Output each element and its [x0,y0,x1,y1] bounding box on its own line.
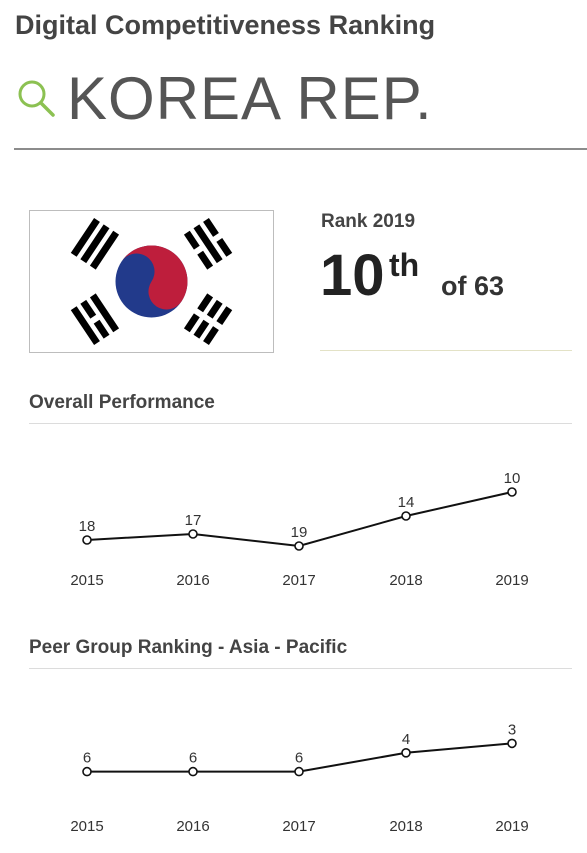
overall-tick-label-2019: 2019 [495,572,528,589]
trigram-gon [183,293,233,346]
peer-point-2015[interactable] [82,766,92,777]
south-korea-flag [29,210,274,353]
trigram-gam [183,217,233,270]
overall-data-label-2018: 14 [398,494,415,511]
peer-tick-label-2018: 2018 [389,818,422,835]
overall-tick-label-2015: 2015 [70,572,103,589]
header-divider [14,148,587,150]
overall-data-label-2017: 19 [291,524,308,541]
peer-group-title: Peer Group Ranking - Asia - Pacific [29,637,348,658]
overall-tick-label-2018: 2018 [389,572,422,589]
rank-divider [320,350,572,351]
peer-point-2018[interactable] [401,748,411,758]
peer-data-label-2018: 4 [402,731,410,748]
overall-point-2016[interactable] [188,529,198,539]
overall-performance-chart: 18 2015 17 2016 19 2017 14 2018 10 2019 [70,470,528,589]
overall-data-label-2019: 10 [504,470,521,487]
peer-data-label-2016: 6 [189,750,197,767]
trigram-ri [70,293,120,346]
rank-suffix: th [389,247,420,283]
peer-data-label-2015: 6 [83,750,91,767]
country-header: KOREA REP. [15,60,433,136]
trigram-geon [70,217,120,270]
overall-point-2017[interactable] [294,541,304,551]
overall-tick-label-2017: 2017 [282,572,315,589]
overall-divider [29,423,572,424]
overall-performance-title: Overall Performance [29,392,215,413]
peer-point-2016[interactable] [188,766,198,777]
peer-tick-label-2019: 2019 [495,818,528,835]
peer-tick-label-2016: 2016 [176,818,209,835]
peer-tick-label-2015: 2015 [70,818,103,835]
overall-tick-label-2016: 2016 [176,572,209,589]
overall-point-2015[interactable] [82,535,92,545]
peer-point-2017[interactable] [294,766,304,777]
peer-tick-label-2017: 2017 [282,818,315,835]
flag-graphic [70,217,233,346]
overall-point-2018[interactable] [401,511,411,521]
rank-of-total: of 63 [441,271,505,301]
search-icon[interactable] [15,76,59,120]
overall-data-label-2016: 17 [185,512,202,529]
peer-point-2019[interactable] [507,738,517,749]
peer-data-label-2019: 3 [508,721,516,738]
taegeuk-red [121,245,188,310]
page-title: Digital Competitiveness Ranking [15,10,436,40]
rank-value: 10 [320,243,385,308]
rank-label: Rank 2019 [321,211,416,232]
overall-point-2019[interactable] [507,487,517,497]
overall-data-label-2015: 18 [79,518,96,535]
peer-group-divider [29,668,572,669]
peer-data-label-2017: 6 [295,750,303,767]
peer-group-chart: 6 2015 6 2016 6 2017 4 2018 3 2019 [70,721,528,835]
country-name: KOREA REP. [67,64,433,132]
